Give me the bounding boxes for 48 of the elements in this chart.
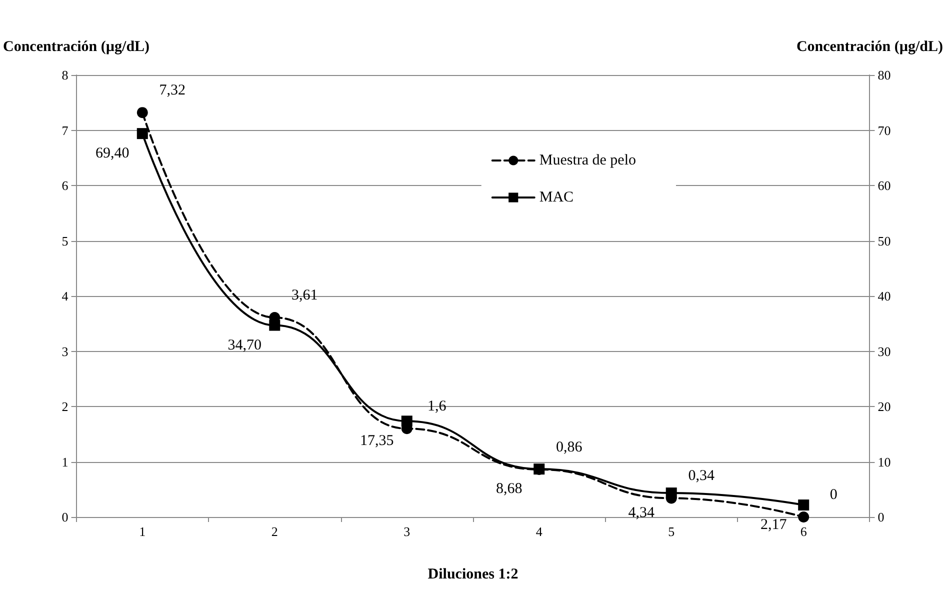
data-label: 17,35	[360, 433, 394, 450]
x-tick-label: 5	[668, 524, 675, 539]
y-tick-label: 7	[62, 122, 69, 138]
x-tick-label: 1	[139, 524, 146, 539]
y-axis-title: Concentración (µg/dL)	[2, 39, 150, 55]
point	[269, 320, 280, 331]
point	[136, 128, 148, 140]
y-tick-label: 4	[62, 288, 69, 304]
data-label: 7,32	[159, 82, 186, 99]
y-tick-label: 0	[62, 510, 68, 524]
legend-label: Muestra de pelo	[539, 152, 636, 168]
data-label: 69,40	[96, 146, 130, 162]
data-label: 3,61	[292, 288, 318, 304]
data-label: 0,86	[556, 439, 583, 456]
data-label: 4,34	[628, 505, 655, 522]
point	[666, 488, 677, 499]
y-tick-label: 6	[62, 178, 69, 193]
y2-tick-label: 40	[878, 288, 891, 304]
data-label: 0	[830, 487, 838, 503]
point	[136, 107, 148, 118]
data-label: 0,34	[688, 468, 715, 484]
x-axis-title: Diluciones 1:2	[428, 566, 518, 582]
y-tick-label: 2	[62, 399, 68, 414]
data-label: 2,17	[760, 517, 788, 534]
x-tick-label: 4	[536, 524, 543, 539]
y-tick-label: 5	[62, 233, 68, 248]
point	[798, 500, 810, 511]
x-tick-label: 2	[271, 524, 278, 539]
y2-tick-label: 80	[878, 68, 891, 82]
data-label: 8,68	[496, 481, 522, 498]
legend-label: MAC	[539, 190, 574, 206]
y2-tick-label: 20	[878, 399, 891, 414]
point	[798, 512, 810, 522]
y2-axis-title: Concentración (µg/dL)	[796, 39, 944, 55]
y-tick-label: 1	[62, 454, 68, 470]
y2-tick-label: 10	[878, 454, 891, 470]
y2-tick-label: 70	[878, 122, 891, 138]
y2-tick-label: 0	[878, 510, 884, 524]
data-label: 1,6	[428, 398, 447, 415]
y-tick-label: 3	[62, 344, 68, 359]
y2-tick-label: 60	[878, 178, 891, 193]
y-tick-label: 8	[62, 68, 68, 82]
x-tick-label: 3	[404, 524, 410, 539]
data-label: 34,70	[228, 337, 262, 354]
y2-tick-label: 50	[878, 233, 891, 248]
point	[401, 416, 412, 427]
x-tick-label: 6	[800, 524, 808, 539]
y2-tick-label: 30	[878, 344, 891, 359]
